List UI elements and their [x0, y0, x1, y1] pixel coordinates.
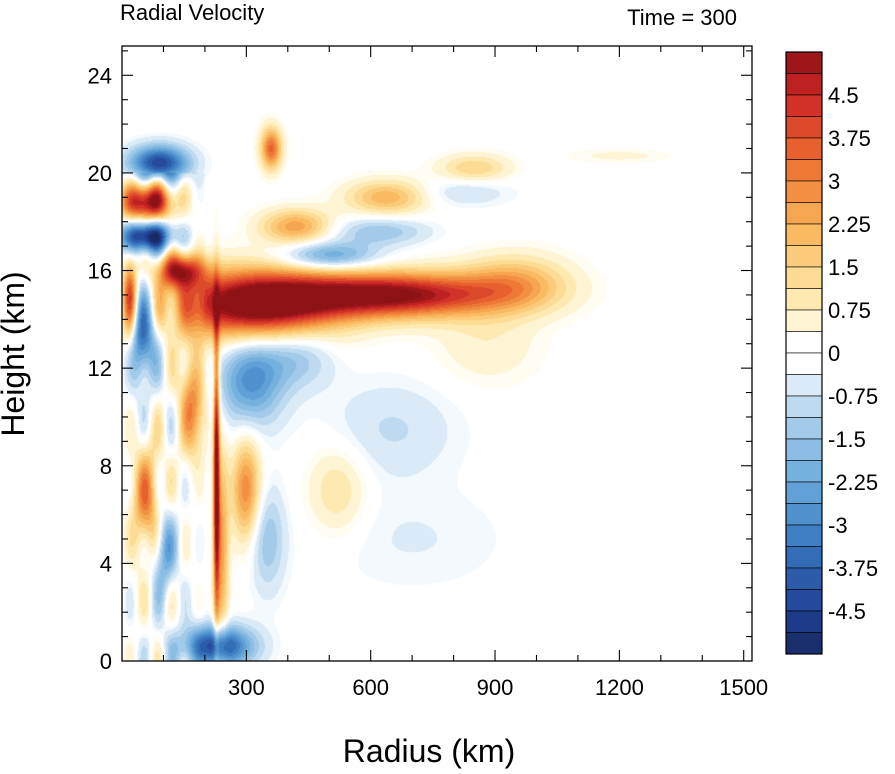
colorbar-cell: [785, 503, 823, 526]
x-tick-label: 1200: [595, 675, 644, 700]
colorbar-cell: [785, 223, 823, 246]
colorbar-cell: [785, 438, 823, 461]
colorbar-label: 4.5: [828, 83, 859, 108]
colorbar-cell: [785, 116, 823, 139]
title-right: Time = 300: [627, 5, 737, 30]
colorbar-cell: [785, 374, 823, 397]
y-tick-label: 24: [88, 63, 112, 88]
colorbar-label: 2.25: [828, 212, 871, 237]
colorbar-cell: [785, 266, 823, 289]
colorbar-cell: [785, 137, 823, 160]
y-axis: 0 4 8 12 16 20 24: [88, 50, 752, 674]
y-tick-label: 12: [88, 356, 112, 381]
colorbar-label: -1.5: [828, 427, 866, 452]
colorbar-label: 0.75: [828, 298, 871, 323]
colorbar-cell: [785, 589, 823, 612]
colorbar-cell: [785, 567, 823, 590]
y-tick-label: 0: [100, 649, 112, 674]
y-axis-label: Height (km): [0, 271, 31, 436]
x-tick-label: 600: [352, 675, 389, 700]
colorbar-cell: [785, 395, 823, 418]
colorbar: 4.5 3.75 3 2.25 1.5 0.75 0 -0.75 -1.5 -2.25 -3 -3.7…: [785, 51, 878, 655]
title-left: Radial Velocity: [120, 0, 264, 25]
colorbar-cell: [785, 331, 823, 354]
colorbar-cell: [785, 202, 823, 225]
colorbar-cell: [785, 632, 823, 655]
colorbar-cell: [785, 73, 823, 96]
colorbar-label: -4.5: [828, 599, 866, 624]
colorbar-label: 0: [828, 341, 840, 366]
x-tick-label: 1500: [719, 675, 768, 700]
colorbar-frame: [785, 51, 823, 655]
colorbar-cell: [785, 180, 823, 203]
colorbar-cell: [785, 417, 823, 440]
colorbar-label: -0.75: [828, 384, 878, 409]
heatmap-field: [122, 46, 752, 661]
x-axis-label: Radius (km): [343, 733, 515, 769]
x-axis: 300 600 900 1200 1500: [162, 46, 768, 700]
y-tick-label: 20: [88, 161, 112, 186]
x-tick-label: 300: [228, 675, 265, 700]
colorbar-cell: [785, 352, 823, 375]
colorbar-label: 3.75: [828, 126, 871, 151]
y-tick-label: 8: [100, 454, 112, 479]
colorbar-cell: [785, 94, 823, 117]
colorbar-cell: [785, 51, 823, 74]
x-tick-label: 900: [477, 675, 514, 700]
colorbar-cell: [785, 245, 823, 268]
y-tick-label: 16: [88, 259, 112, 284]
colorbar-cell: [785, 159, 823, 182]
colorbar-label: 1.5: [828, 255, 859, 280]
colorbar-cell: [785, 524, 823, 547]
colorbar-cell: [785, 460, 823, 483]
colorbar-cell: [785, 610, 823, 633]
y-tick-label: 4: [100, 551, 112, 576]
colorbar-label: -2.25: [828, 470, 878, 495]
colorbar-cell: [785, 481, 823, 504]
colorbar-cell: [785, 309, 823, 332]
colorbar-label: -3: [828, 513, 848, 538]
plot-frame: [121, 45, 753, 662]
colorbar-cell: [785, 288, 823, 311]
colorbar-label: -3.75: [828, 556, 878, 581]
colorbar-cell: [785, 546, 823, 569]
colorbar-label: 3: [828, 169, 840, 194]
